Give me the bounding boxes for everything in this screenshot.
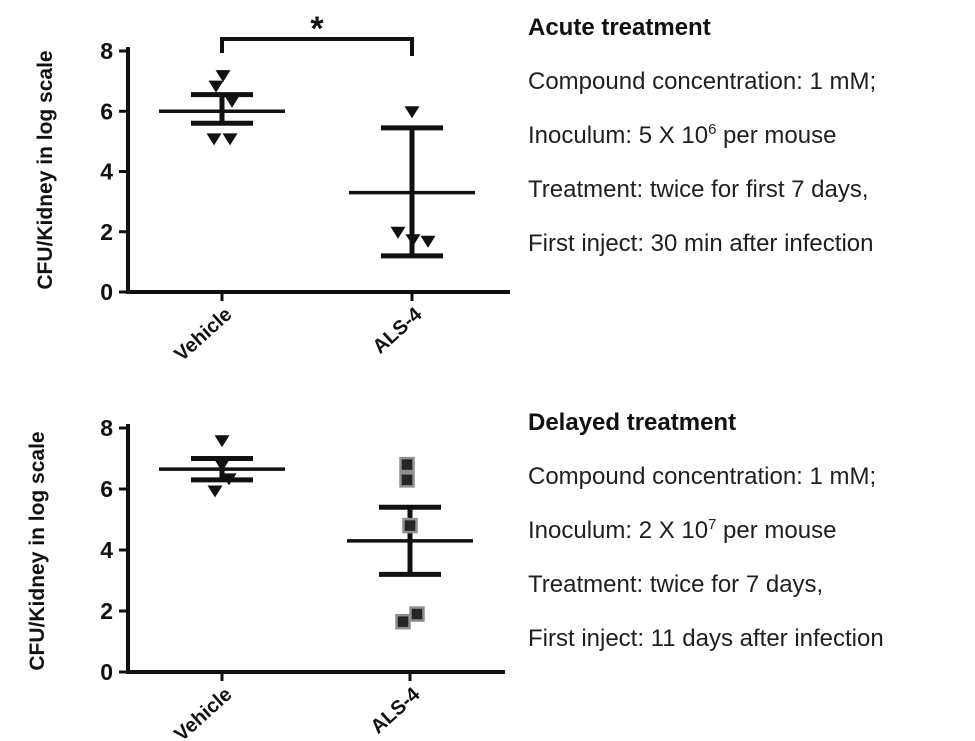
y-tick-label: 2 [100, 219, 113, 245]
y-tick-label: 8 [100, 415, 113, 441]
panel-title-acute: Acute treatment [528, 14, 711, 41]
data-point-triangle [215, 70, 231, 83]
panel-title-delayed: Delayed treatment [528, 409, 737, 436]
significance-star: * [310, 10, 324, 48]
x-tick-label: Vehicle [170, 683, 236, 741]
y-axis-title: CFU/Kidney in log scale [34, 50, 57, 289]
y-tick-label: 0 [100, 659, 113, 685]
info-line-concentration: Compound concentration: 1 mM; [528, 68, 877, 95]
info-line-treatment: Treatment: twice for first 7 days, [528, 176, 869, 203]
data-point-square [399, 456, 415, 473]
info-line-inoculum: Inoculum: 2 X 107 per mouse [528, 517, 837, 544]
delayed-treatment-chart: 0 2 4 6 8 CFU/Kidney in log scale Vehicle ALS-4 [26, 415, 505, 741]
acute-treatment-chart: 0 2 4 6 8 CFU/Kidney in log scale Vehicle ALS-4… [34, 10, 510, 366]
info-line-first-inject: First inject: 30 min after infection [528, 230, 874, 257]
y-tick-label: 6 [100, 476, 113, 502]
data-point-square [409, 606, 425, 622]
y-tick-label: 2 [100, 598, 113, 624]
info-line-concentration: Compound concentration: 1 mM; [528, 463, 877, 490]
y-tick-label: 4 [100, 159, 113, 185]
data-point-triangle [214, 435, 230, 448]
data-point-triangle [206, 133, 222, 146]
y-tick-label: 0 [100, 279, 113, 305]
y-axis-title: CFU/Kidney in log scale [26, 431, 49, 670]
info-line-treatment: Treatment: twice for 7 days, [528, 571, 824, 598]
data-point-square [395, 613, 411, 630]
data-point-triangle [405, 234, 421, 247]
data-point-triangle [222, 133, 238, 146]
y-tick-label: 8 [100, 38, 113, 64]
data-point-triangle [214, 459, 230, 472]
info-line-first-inject: First inject: 11 days after infection [528, 625, 884, 652]
x-tick-label: Vehicle [170, 303, 236, 365]
y-tick-label: 4 [100, 537, 113, 563]
x-tick-label: ALS-4 [369, 303, 427, 359]
data-point-triangle [420, 235, 436, 248]
delayed-info-block: Delayed treatment Compound concentration… [528, 396, 968, 666]
x-tick-label: ALS-4 [367, 683, 425, 739]
data-point-triangle [390, 226, 406, 239]
data-point-triangle [404, 106, 420, 119]
data-point-square [402, 517, 418, 534]
y-tick-label: 6 [100, 98, 113, 124]
data-point-triangle [224, 95, 240, 108]
significance-bracket [220, 37, 414, 56]
info-line-inoculum: Inoculum: 5 X 106 per mouse [528, 122, 837, 149]
data-point-triangle [207, 485, 223, 498]
data-point-triangle [221, 473, 237, 486]
data-point-square [399, 472, 415, 488]
data-point-triangle [208, 80, 224, 93]
acute-info-block: Acute treatment Compound concentration: … [528, 1, 968, 271]
